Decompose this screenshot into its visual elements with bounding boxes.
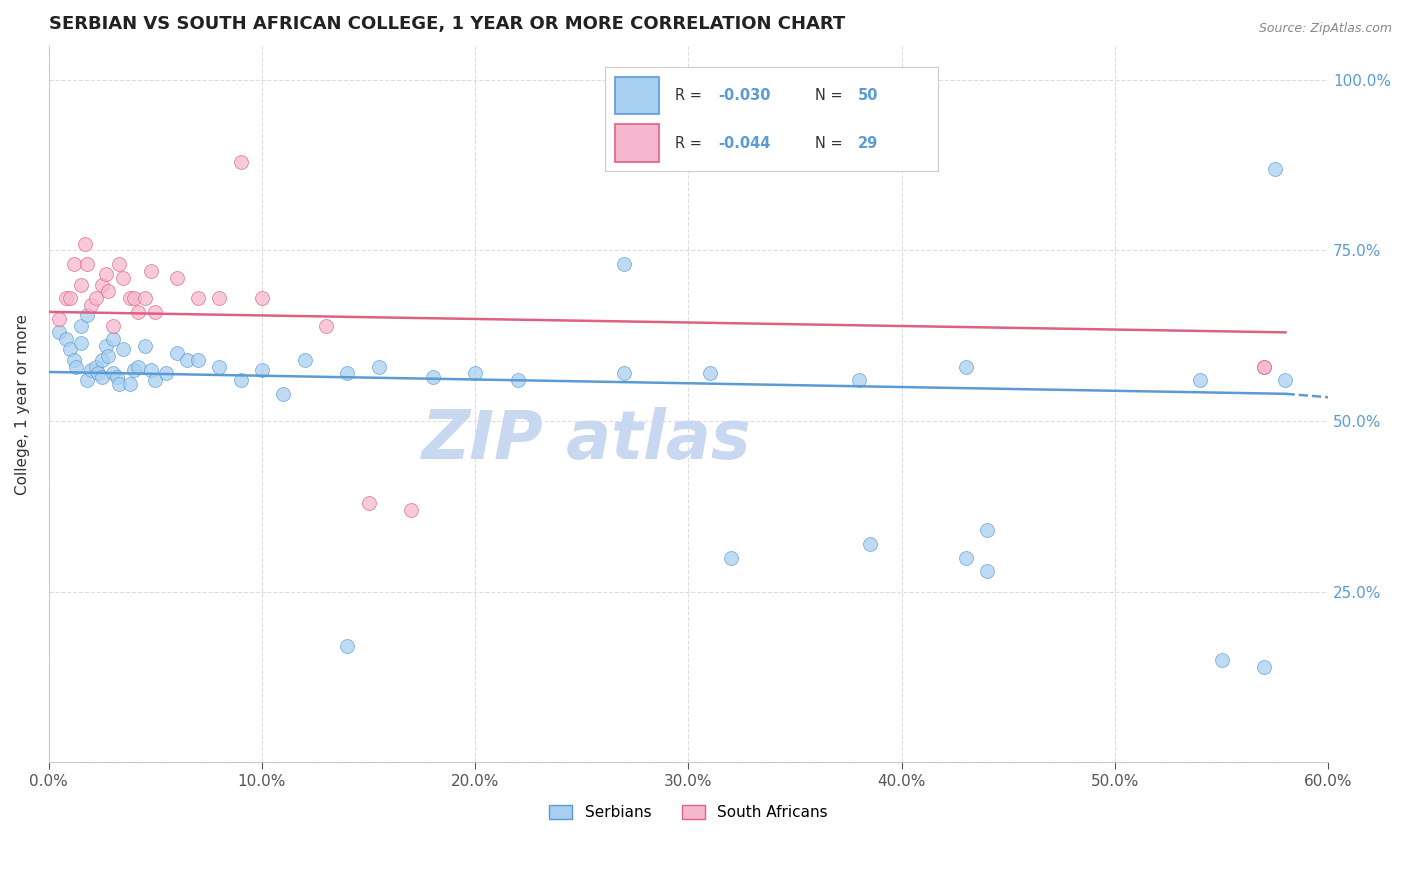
Point	[63, 257, 86, 271]
Point	[859, 537, 882, 551]
Point	[464, 367, 486, 381]
Point	[59, 343, 82, 357]
Point	[1264, 161, 1286, 176]
Point	[145, 373, 167, 387]
Point	[48, 326, 70, 340]
Point	[613, 367, 636, 381]
Point	[976, 564, 998, 578]
Point	[250, 291, 273, 305]
Point	[69, 277, 91, 292]
Point	[1211, 653, 1233, 667]
Point	[208, 359, 231, 374]
Point	[76, 257, 98, 271]
Point	[166, 346, 188, 360]
Point	[271, 386, 294, 401]
Point	[134, 291, 156, 305]
Point	[1274, 373, 1296, 387]
Point	[176, 352, 198, 367]
Point	[69, 318, 91, 333]
Point	[84, 291, 107, 305]
Point	[603, 145, 626, 159]
Point	[145, 305, 167, 319]
Point	[720, 550, 742, 565]
Point	[73, 236, 96, 251]
Text: Source: ZipAtlas.com: Source: ZipAtlas.com	[1258, 22, 1392, 36]
Point	[613, 257, 636, 271]
Point	[336, 640, 359, 654]
Point	[976, 524, 998, 538]
Point	[506, 373, 529, 387]
Point	[108, 376, 131, 391]
Point	[91, 277, 114, 292]
Point	[84, 359, 107, 374]
Point	[955, 550, 977, 565]
Point	[122, 363, 145, 377]
Point	[91, 352, 114, 367]
Point	[122, 291, 145, 305]
Point	[59, 291, 82, 305]
Point	[368, 359, 391, 374]
Point	[101, 332, 124, 346]
Point	[134, 339, 156, 353]
Point	[127, 359, 149, 374]
Point	[63, 352, 86, 367]
Point	[65, 359, 87, 374]
Point	[955, 359, 977, 374]
Point	[1253, 359, 1275, 374]
Point	[315, 318, 337, 333]
Point	[48, 311, 70, 326]
Point	[101, 367, 124, 381]
Point	[87, 367, 110, 381]
Point	[187, 352, 209, 367]
Point	[55, 332, 77, 346]
Point	[208, 291, 231, 305]
Legend: Serbians, South Africans: Serbians, South Africans	[543, 799, 834, 827]
Point	[80, 363, 103, 377]
Point	[96, 339, 118, 353]
Point	[1253, 660, 1275, 674]
Point	[294, 352, 316, 367]
Point	[97, 349, 120, 363]
Point	[112, 343, 135, 357]
Point	[97, 285, 120, 299]
Point	[108, 257, 131, 271]
Point	[105, 369, 128, 384]
Point	[112, 270, 135, 285]
Point	[229, 154, 252, 169]
Point	[399, 503, 422, 517]
Point	[118, 376, 141, 391]
Text: ZIP atlas: ZIP atlas	[422, 407, 751, 473]
Point	[357, 496, 380, 510]
Point	[76, 373, 98, 387]
Point	[1253, 359, 1275, 374]
Point	[55, 291, 77, 305]
Point	[69, 335, 91, 350]
Y-axis label: College, 1 year or more: College, 1 year or more	[15, 314, 30, 494]
Point	[155, 367, 177, 381]
Point	[848, 373, 870, 387]
Point	[699, 367, 721, 381]
Point	[336, 367, 359, 381]
Point	[250, 363, 273, 377]
Point	[187, 291, 209, 305]
Point	[229, 373, 252, 387]
Point	[1189, 373, 1212, 387]
Point	[422, 369, 444, 384]
Point	[101, 318, 124, 333]
Point	[91, 369, 114, 384]
Point	[80, 298, 103, 312]
Point	[139, 264, 162, 278]
Point	[118, 291, 141, 305]
Point	[139, 363, 162, 377]
Text: SERBIAN VS SOUTH AFRICAN COLLEGE, 1 YEAR OR MORE CORRELATION CHART: SERBIAN VS SOUTH AFRICAN COLLEGE, 1 YEAR…	[49, 15, 845, 33]
Point	[166, 270, 188, 285]
Point	[96, 268, 118, 282]
Point	[76, 308, 98, 322]
Point	[127, 305, 149, 319]
